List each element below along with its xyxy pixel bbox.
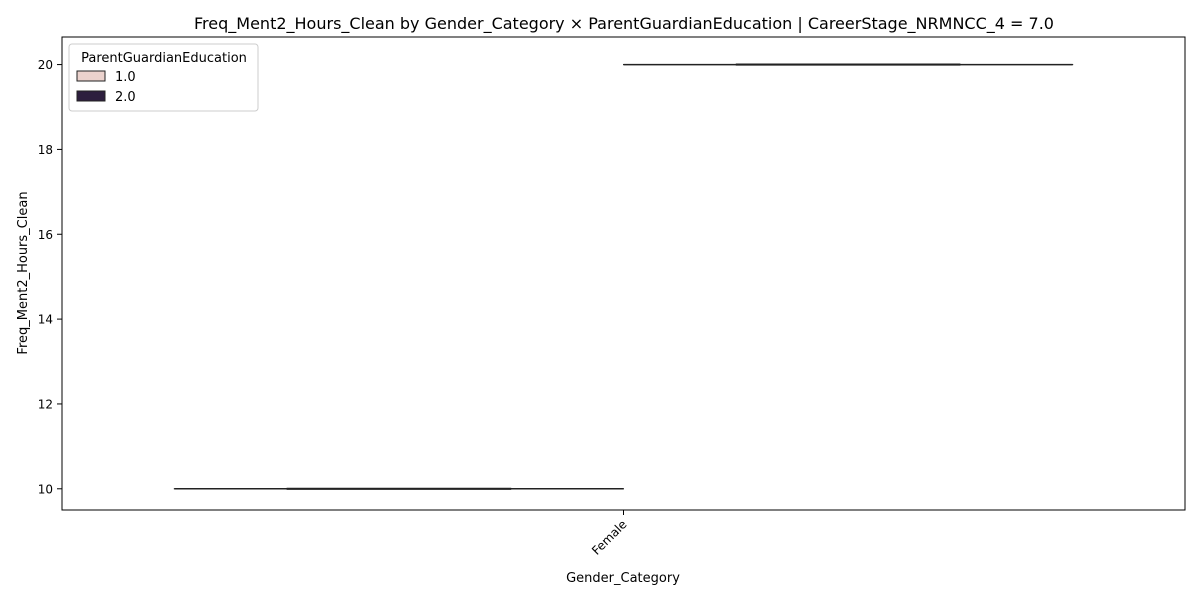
- x-axis-label: Gender_Category: [566, 571, 680, 586]
- y-tick-label: 20: [38, 58, 53, 72]
- legend-frame: [68, 43, 259, 112]
- legend-entries: 1.02.0: [76, 70, 136, 105]
- x-axis: Female: [589, 510, 630, 558]
- chart-title: Freq_Ment2_Hours_Clean by Gender_Categor…: [194, 14, 1054, 34]
- y-tick-label: 14: [38, 313, 53, 327]
- y-tick-label: 10: [38, 482, 53, 496]
- legend-swatch: [76, 70, 106, 82]
- boxes: [173, 63, 1074, 490]
- y-tick-label: 16: [38, 228, 53, 242]
- legend: ParentGuardianEducation 1.02.0: [68, 43, 259, 112]
- y-tick-label: 12: [38, 397, 53, 411]
- y-axis-label: Freq_Ment2_Hours_Clean: [16, 191, 31, 354]
- legend-title: ParentGuardianEducation: [81, 51, 247, 66]
- y-axis: 10 12 14 16 18 20: [38, 58, 62, 496]
- y-tick-label: 18: [38, 143, 53, 157]
- x-tick-label: Female: [589, 517, 630, 558]
- legend-label: 2.0: [115, 90, 136, 105]
- legend-label: 1.0: [115, 70, 136, 85]
- legend-swatch: [76, 90, 106, 102]
